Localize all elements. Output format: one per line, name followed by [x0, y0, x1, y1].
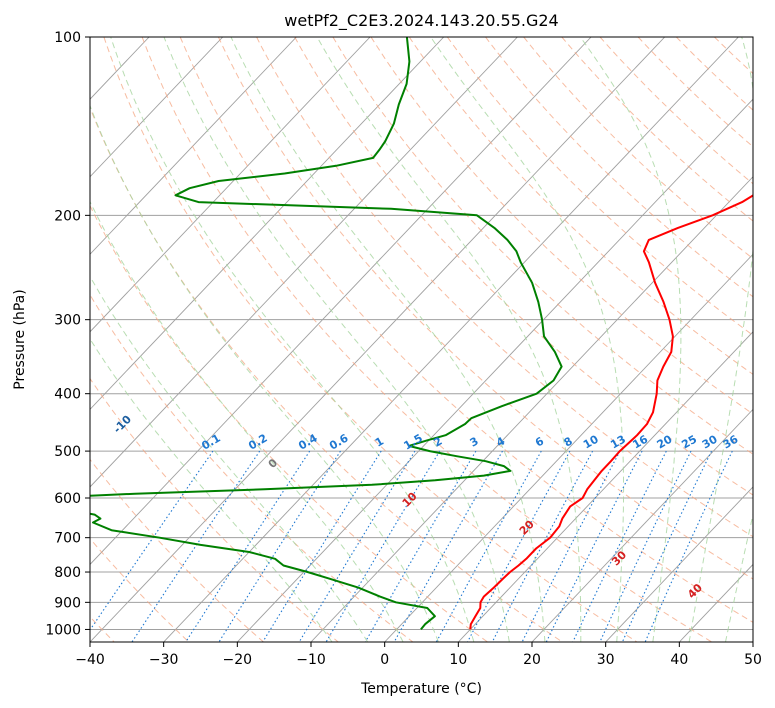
x-tick-label: −30	[149, 652, 179, 668]
y-tick-label: 700	[54, 531, 81, 547]
dry-adiabat-line	[599, 37, 753, 185]
mixing-ratio-line	[90, 450, 214, 631]
dry-adiabat-line	[179, 37, 753, 623]
y-tick-label: 900	[54, 595, 81, 611]
moist-adiabat-line	[90, 200, 404, 642]
moist-adiabat-line	[110, 37, 475, 642]
plot-frame	[89, 36, 754, 643]
moist-adiabat-line	[579, 37, 682, 642]
y-axis-title: Pressure (hPa)	[12, 289, 28, 389]
moist-adiabat-line	[90, 104, 439, 642]
isotherm-line	[90, 37, 445, 411]
mixing-ratio-line	[325, 450, 441, 642]
moist-adiabat-line	[316, 37, 582, 642]
mixing-ratio-line	[644, 450, 733, 642]
dry-adiabat-line	[103, 37, 638, 642]
y-tick-label: 800	[54, 565, 81, 581]
dry-adiabat-line	[256, 37, 753, 538]
isotherm-line	[90, 37, 592, 566]
x-tick-label: 30	[597, 652, 615, 668]
isotherm-line	[237, 98, 753, 642]
mixing-ratio-line	[572, 450, 667, 642]
mixing-ratio-line	[393, 450, 503, 642]
dry-adiabat-line	[446, 37, 753, 336]
mixing-ratio-line	[262, 450, 382, 642]
isotherm-line	[90, 37, 666, 642]
dry-adiabat-line	[370, 37, 753, 415]
x-tick-label: 50	[744, 652, 762, 668]
y-tick-label: 100	[54, 30, 81, 46]
x-axis-title: Temperature (°C)	[360, 681, 482, 697]
mixing-ratio-line	[491, 450, 594, 642]
x-tick-label: −20	[223, 652, 253, 668]
moist-adiabat-line	[90, 338, 333, 642]
isotherm-line	[531, 408, 753, 642]
dry-adiabat-line	[217, 37, 753, 580]
isotherm-line	[90, 37, 371, 333]
dewpoint-line	[90, 37, 563, 631]
isotherm-line	[90, 37, 297, 255]
moist-adiabat-line	[688, 37, 753, 642]
dry-adiabat-line	[485, 37, 753, 298]
x-tick-label: 40	[670, 652, 688, 668]
y-tick-label: 200	[54, 208, 81, 224]
dry-adiabat-line	[141, 37, 712, 642]
x-tick-label: 20	[523, 652, 541, 668]
dry-adiabat-line	[90, 204, 488, 642]
moist-adiabat-line	[90, 275, 369, 642]
dry-adiabat-line	[523, 37, 753, 260]
y-tick-label: 400	[54, 387, 81, 403]
isotherm-line	[90, 37, 224, 178]
temperature-line	[469, 194, 753, 630]
dry-adiabat-line	[90, 377, 339, 642]
moist-adiabat-line	[725, 512, 753, 642]
y-tick-label: 500	[54, 444, 81, 460]
y-tick-label: 600	[54, 491, 81, 507]
chart-title: wetPf2_C2E3.2024.143.20.55.G24	[284, 11, 558, 31]
dry-adiabat-line	[90, 293, 414, 642]
y-tick-label: 300	[54, 313, 81, 329]
mixing-ratio-line	[218, 450, 341, 642]
dry-adiabat-line	[408, 37, 753, 375]
isotherm-line	[458, 331, 753, 642]
moist-adiabat-line	[163, 37, 510, 642]
isotherm-line	[605, 486, 753, 642]
mixing-ratio-line	[364, 450, 477, 642]
x-tick-label: −40	[75, 652, 105, 668]
dry-adiabat-line	[332, 37, 753, 455]
mixing-ratio-line	[599, 450, 692, 642]
moist-adiabat-line	[230, 37, 546, 642]
dry-adiabat-line	[637, 37, 753, 148]
x-tick-label: −10	[296, 652, 326, 668]
x-tick-label: 0	[380, 652, 389, 668]
mixing-ratio-line	[435, 450, 542, 642]
mixing-ratio-line	[467, 450, 571, 642]
x-tick-label: 10	[449, 652, 467, 668]
isotherm-line	[90, 37, 518, 488]
dry-adiabat-line	[90, 106, 563, 642]
dry-adiabat-line	[90, 458, 264, 642]
y-tick-label: 1000	[45, 622, 81, 638]
